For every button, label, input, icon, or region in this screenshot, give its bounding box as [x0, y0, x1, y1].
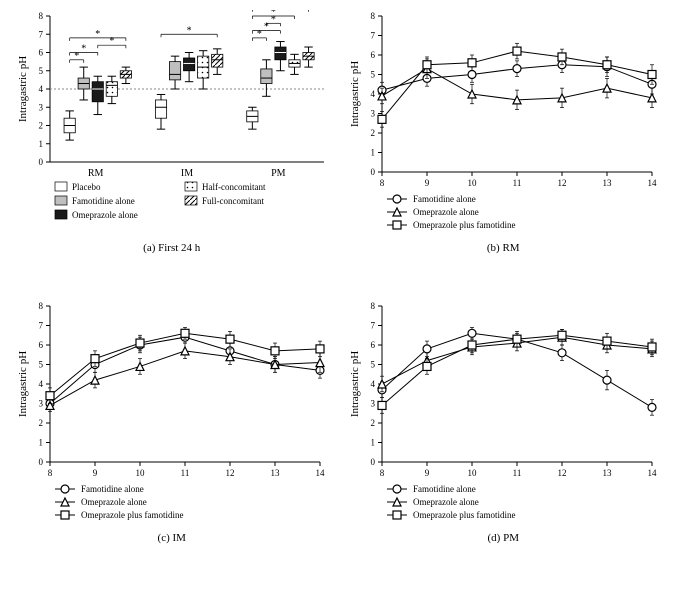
svg-text:4: 4	[39, 379, 44, 389]
svg-text:Full-concomitant: Full-concomitant	[202, 196, 264, 206]
svg-text:*: *	[95, 29, 100, 40]
svg-text:Half-concomitant: Half-concomitant	[202, 182, 266, 192]
svg-text:1: 1	[370, 438, 375, 448]
svg-text:0: 0	[39, 457, 44, 467]
svg-text:8: 8	[370, 301, 375, 311]
svg-text:12: 12	[226, 468, 235, 478]
svg-text:Famotidine alone: Famotidine alone	[413, 194, 476, 204]
svg-text:2: 2	[370, 418, 375, 428]
svg-text:8: 8	[370, 11, 375, 21]
svg-text:4: 4	[370, 379, 375, 389]
svg-text:8: 8	[48, 468, 53, 478]
svg-text:9: 9	[424, 468, 429, 478]
svg-text:14: 14	[316, 468, 326, 478]
svg-text:13: 13	[602, 178, 612, 188]
caption-d: (d) PM	[342, 532, 666, 544]
svg-text:0: 0	[370, 167, 375, 177]
svg-text:Famotidine alone: Famotidine alone	[413, 484, 476, 494]
svg-text:11: 11	[512, 178, 521, 188]
svg-text:13: 13	[271, 468, 281, 478]
svg-text:*: *	[81, 44, 86, 55]
caption-a: (a) First 24 h	[10, 242, 334, 254]
svg-text:8: 8	[39, 11, 44, 21]
svg-text:2: 2	[39, 418, 44, 428]
svg-text:Omeprazole alone: Omeprazole alone	[72, 210, 138, 220]
svg-text:Famotidine alone: Famotidine alone	[81, 484, 144, 494]
svg-text:8: 8	[39, 301, 44, 311]
svg-text:7: 7	[39, 29, 44, 39]
svg-text:2: 2	[39, 121, 44, 131]
svg-text:*: *	[271, 10, 276, 18]
svg-text:Intragastric pH: Intragastric pH	[17, 56, 29, 122]
svg-text:0: 0	[39, 157, 44, 167]
svg-text:5: 5	[370, 70, 375, 80]
svg-text:Omeprazole alone: Omeprazole alone	[413, 207, 479, 217]
svg-text:3: 3	[39, 102, 44, 112]
caption-b: (b) RM	[342, 242, 666, 254]
svg-text:Omeprazole plus famotidine: Omeprazole plus famotidine	[81, 510, 183, 520]
svg-text:14: 14	[647, 178, 657, 188]
svg-text:4: 4	[39, 84, 44, 94]
svg-text:14: 14	[647, 468, 657, 478]
svg-text:5: 5	[39, 66, 44, 76]
svg-text:4: 4	[370, 89, 375, 99]
svg-text:*: *	[187, 25, 192, 36]
svg-text:Famotidine alone: Famotidine alone	[72, 196, 135, 206]
svg-text:Intragastric pH: Intragastric pH	[349, 61, 361, 127]
svg-text:Placebo: Placebo	[72, 182, 101, 192]
svg-text:11: 11	[181, 468, 190, 478]
svg-text:Intragastric pH: Intragastric pH	[349, 351, 361, 417]
svg-text:10: 10	[467, 468, 477, 478]
svg-text:7: 7	[370, 31, 375, 41]
svg-text:7: 7	[39, 321, 44, 331]
svg-text:6: 6	[39, 340, 44, 350]
svg-text:5: 5	[39, 360, 44, 370]
svg-text:11: 11	[512, 468, 521, 478]
svg-text:0: 0	[370, 457, 375, 467]
panel-b: 012345678Intragastric pH891011121314Famo…	[342, 10, 666, 292]
panel-d: 012345678Intragastric pH891011121314Famo…	[342, 300, 666, 582]
svg-text:8: 8	[379, 468, 384, 478]
svg-text:12: 12	[557, 178, 566, 188]
svg-text:12: 12	[557, 468, 566, 478]
svg-text:IM: IM	[181, 168, 193, 179]
svg-text:RM: RM	[88, 168, 104, 179]
svg-text:3: 3	[370, 399, 375, 409]
svg-text:10: 10	[136, 468, 146, 478]
svg-text:13: 13	[602, 468, 612, 478]
svg-text:3: 3	[370, 109, 375, 119]
svg-text:PM: PM	[271, 168, 286, 179]
svg-text:8: 8	[379, 178, 384, 188]
svg-text:1: 1	[39, 438, 44, 448]
svg-text:3: 3	[39, 399, 44, 409]
caption-c: (c) IM	[10, 532, 334, 544]
panel-a: 012345678Intragastric pHRM****IM*PM*****…	[10, 10, 334, 292]
svg-text:1: 1	[39, 139, 44, 149]
panel-c: 012345678Intragastric pH891011121314Famo…	[10, 300, 334, 582]
svg-text:6: 6	[370, 50, 375, 60]
svg-text:Omeprazole alone: Omeprazole alone	[413, 497, 479, 507]
svg-text:6: 6	[39, 48, 44, 58]
svg-text:9: 9	[424, 178, 429, 188]
svg-text:1: 1	[370, 148, 375, 158]
svg-text:Intragastric pH: Intragastric pH	[17, 351, 29, 417]
svg-text:*: *	[278, 10, 283, 11]
svg-text:5: 5	[370, 360, 375, 370]
svg-text:Omeprazole alone: Omeprazole alone	[81, 497, 147, 507]
svg-text:10: 10	[467, 178, 477, 188]
svg-text:7: 7	[370, 321, 375, 331]
svg-text:9: 9	[93, 468, 98, 478]
svg-text:Omeprazole plus famotidine: Omeprazole plus famotidine	[413, 220, 515, 230]
svg-text:6: 6	[370, 340, 375, 350]
svg-text:Omeprazole plus famotidine: Omeprazole plus famotidine	[413, 510, 515, 520]
svg-text:2: 2	[370, 128, 375, 138]
